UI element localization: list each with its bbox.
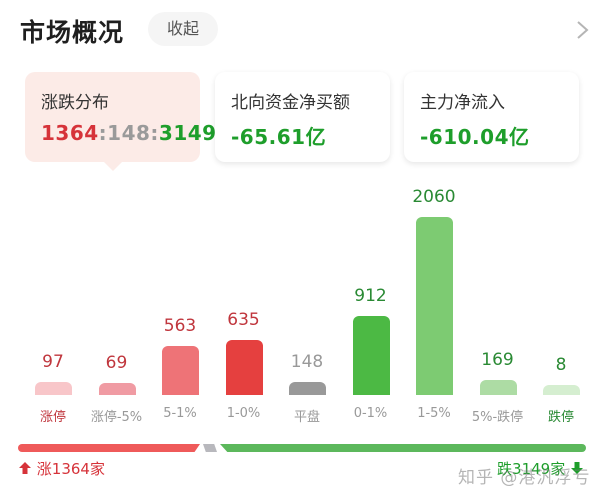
- bar: [162, 346, 199, 395]
- bar-value-label: 169: [481, 350, 514, 370]
- bar: [225, 340, 263, 395]
- up-down-ratio-bar: [18, 444, 586, 452]
- bar: [289, 382, 326, 395]
- chart-column[interactable]: 8 跌停: [526, 180, 596, 430]
- category-label: 1-0%: [226, 406, 261, 421]
- bar-value-label: 635: [227, 310, 260, 330]
- down-count-value: 3149: [158, 121, 217, 145]
- card-label: 主力净流入: [420, 93, 505, 113]
- active-card-pointer: [103, 161, 123, 171]
- category-label: 1-5%: [417, 406, 451, 421]
- bar-value-label: 8: [555, 355, 567, 375]
- card-label: 涨跌分布: [41, 93, 109, 113]
- header: 市场概况 收起: [0, 0, 604, 60]
- ratio-up-segment: [18, 444, 200, 452]
- separator: :: [98, 121, 108, 145]
- card-northbound-net-buy[interactable]: 北向资金净买额 -65.61亿: [215, 72, 390, 162]
- distribution-chart: 97 涨停 69 涨停-5% 563 5-1% 635 1-0% 148 平盘 912 0-1% 206…: [0, 180, 604, 430]
- ratio-flat-segment: [203, 444, 217, 452]
- bar-value-label: 148: [290, 352, 324, 372]
- category-label: 涨停-5%: [90, 410, 143, 425]
- chart-column[interactable]: 97 涨停: [18, 180, 88, 430]
- chevron-right-icon[interactable]: [573, 18, 593, 42]
- chart-column[interactable]: 635 1-0%: [209, 180, 279, 430]
- separator: :: [150, 121, 159, 145]
- bar-value-label: 2060: [412, 187, 456, 207]
- chart-column[interactable]: 69 涨停-5%: [82, 180, 152, 430]
- chart-column[interactable]: 169 5%-跌停: [463, 180, 533, 430]
- category-label: 0-1%: [353, 406, 388, 421]
- bar: [543, 385, 580, 395]
- up-count-text: 涨1364家: [36, 460, 105, 478]
- flat-count-value: 148: [107, 121, 151, 145]
- chart-column[interactable]: 563 5-1%: [145, 180, 215, 430]
- category-label: 5-1%: [163, 406, 197, 421]
- down-count-label: 跌3149家: [497, 458, 584, 479]
- category-label: 平盘: [293, 410, 320, 425]
- bar-value-label: 69: [105, 353, 128, 373]
- watermark: 知乎 @港汎浮亏: [458, 468, 591, 488]
- chart-column[interactable]: 2060 1-5%: [399, 180, 469, 430]
- collapse-button[interactable]: 收起: [148, 12, 218, 46]
- bar: [98, 383, 136, 395]
- bar: [35, 382, 72, 395]
- chart-column[interactable]: 912 0-1%: [336, 180, 406, 430]
- chart-column[interactable]: 148 平盘: [272, 180, 342, 430]
- bar-value-label: 97: [42, 352, 64, 372]
- down-count-text: 跌3149家: [497, 460, 566, 478]
- category-label: 涨停: [39, 410, 66, 425]
- card-value: -610.04亿: [420, 125, 530, 149]
- card-label: 北向资金净买额: [231, 93, 350, 113]
- up-count-value: 1364: [41, 121, 99, 145]
- card-value: -65.61亿: [231, 125, 327, 149]
- bar: [416, 217, 453, 395]
- arrow-down-icon: [571, 462, 583, 474]
- bar-value-label: 563: [163, 316, 197, 336]
- card-main-net-inflow[interactable]: 主力净流入 -610.04亿: [404, 72, 579, 162]
- arrow-up-icon: [19, 462, 31, 474]
- bar: [352, 316, 390, 395]
- category-label: 跌停: [547, 410, 574, 425]
- card-value: 1364:148:3149: [41, 121, 216, 145]
- bar: [479, 380, 517, 395]
- ratio-down-segment: [220, 444, 586, 452]
- card-up-down-distribution[interactable]: 涨跌分布 1364:148:3149: [25, 72, 216, 162]
- up-count-label: 涨1364家: [18, 458, 105, 479]
- category-label: 5%-跌停: [471, 410, 524, 425]
- bar-value-label: 912: [354, 286, 387, 306]
- summary-cards: 涨跌分布 1364:148:3149 北向资金净买额 -65.61亿 主力净流入…: [0, 70, 604, 171]
- page-title: 市场概况: [20, 18, 125, 47]
